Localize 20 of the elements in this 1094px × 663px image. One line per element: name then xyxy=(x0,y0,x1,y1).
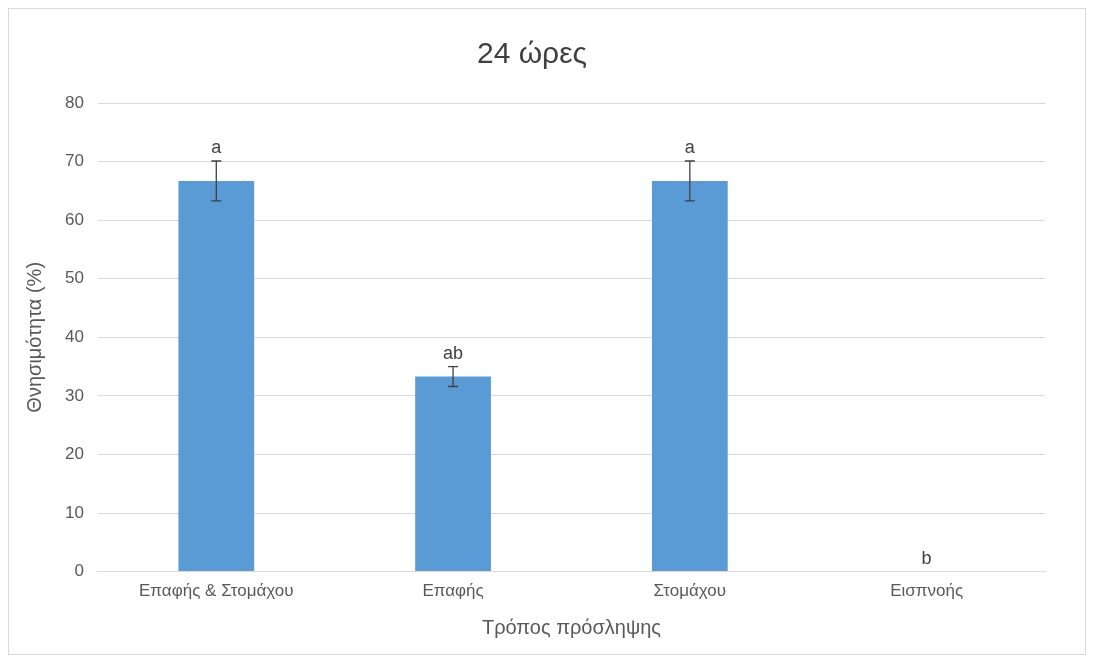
y-tick-label: 40 xyxy=(64,326,84,346)
y-tick-label: 30 xyxy=(64,385,84,405)
x-tick-label: Εισπνοής xyxy=(890,581,964,601)
y-tick-label: 20 xyxy=(64,444,84,464)
annotation: b xyxy=(921,547,932,568)
x-axis-title: Τρόπος πρόσληψης xyxy=(481,615,662,638)
y-tick-label: 60 xyxy=(64,209,84,229)
x-tick-label: Επαφής & Στομάχου xyxy=(139,581,294,601)
y-tick-label: 0 xyxy=(74,561,84,581)
chart-title: 24 ώρες xyxy=(476,36,588,70)
annotation: a xyxy=(211,136,223,157)
y-tick-label: 10 xyxy=(64,502,84,522)
x-tick-label: Επαφής xyxy=(422,581,484,601)
x-tick-label: Στομάχου xyxy=(653,581,727,601)
annotation: ab xyxy=(443,342,464,363)
y-tick-label: 70 xyxy=(64,151,84,171)
y-tick-label: 50 xyxy=(64,268,84,288)
y-tick-label: 80 xyxy=(64,92,84,112)
y-axis-title: Θνησιμότητα (%) xyxy=(22,261,45,413)
annotation: a xyxy=(684,136,696,157)
